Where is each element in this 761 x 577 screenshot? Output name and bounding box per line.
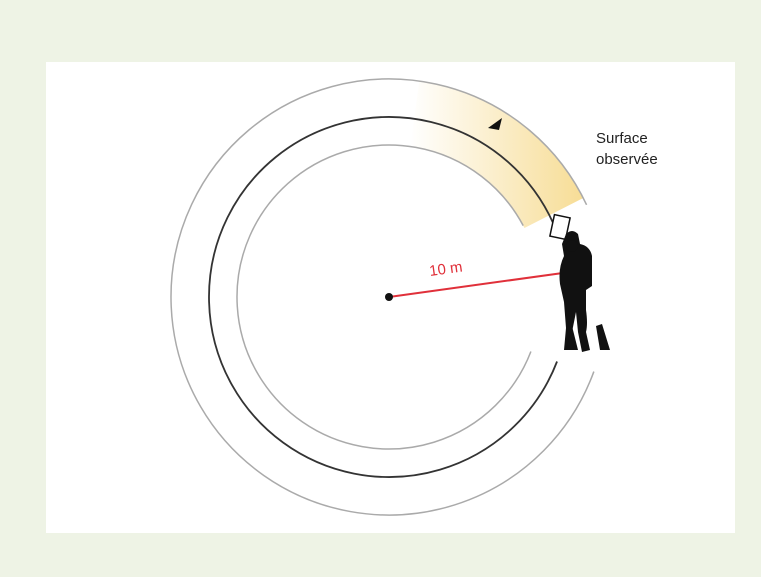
arrow-head (488, 118, 502, 130)
center-dot (385, 293, 393, 301)
inner-circle (236, 144, 532, 450)
radius-label: 10 m (428, 258, 463, 279)
diver (548, 213, 610, 352)
path-circle (208, 116, 558, 478)
surface-label: Surface (596, 130, 648, 147)
radius-line (388, 271, 571, 298)
observed-band (410, 81, 584, 228)
surface-label: observée (596, 151, 658, 168)
outer-circle (170, 78, 595, 516)
